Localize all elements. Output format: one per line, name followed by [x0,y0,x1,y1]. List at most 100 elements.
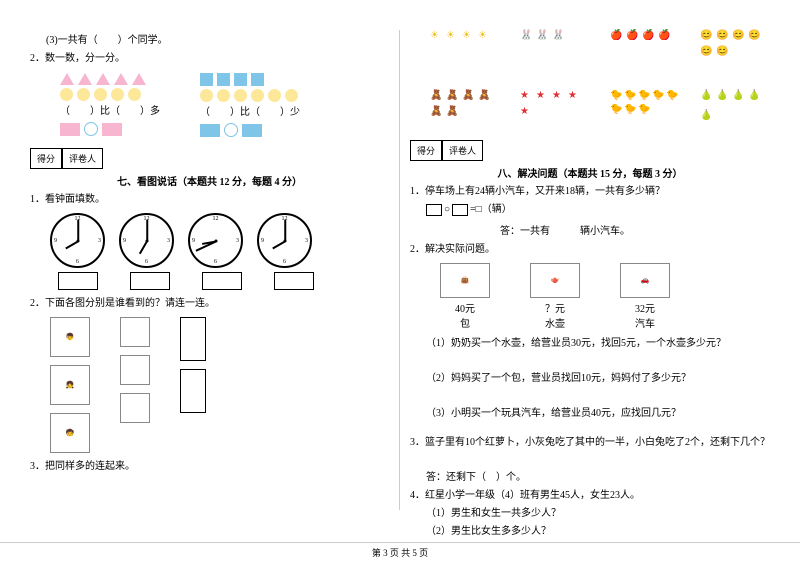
star-icon: ★ [520,90,534,104]
question-students: (3)一共有（ ）个同学。 [30,33,389,48]
sun-icon: ☀ [478,30,492,44]
fridges-column [180,317,206,453]
sec8-q2-3: （3）小明买一个玩具汽车，给营业员40元，应找回几元？ [410,406,770,421]
pear-icon: 🍐 [732,90,746,108]
circle-icon [77,88,90,101]
chick-icon: 🐤 [666,90,678,102]
sec7-q2: 2．下面各图分别是谁看到的？请连一连。 [30,296,389,311]
clocks-row: 12 3 6 9 12 3 6 9 12 3 6 9 [50,213,389,268]
shop-bag: 👜 40元 包 [440,263,490,330]
tick-6: 6 [214,259,217,265]
answer-box[interactable] [58,272,98,290]
chicks-cell: 🐤🐤🐤🐤 🐤🐤🐤🐤 [610,90,680,130]
square-icon [251,73,264,86]
car-icon: 🚗 [620,263,670,298]
triangle-icon [132,73,146,85]
bunny-icon: 🐰 [552,30,566,44]
clock-2: 12 3 6 9 [119,213,174,268]
pear-icon: 🍐 [700,110,714,128]
shop-car: 🚗 32元 汽车 [620,263,670,330]
circle-icon [268,89,281,102]
minute-hand [77,219,79,241]
sec8-q2: 2．解决实际问题。 [410,242,770,257]
chick-icon: 🐤 [624,90,636,102]
hour-hand [65,241,78,249]
sec8-q4-1: （1）男生和女生一共多少人？ [410,506,770,521]
smile-icon: 😊 [732,30,746,44]
tick-9: 9 [261,238,264,244]
smile-icon: 😊 [716,30,730,44]
car-label: 汽车 [620,315,670,330]
tick-3: 3 [98,238,101,244]
view-1-icon [120,317,150,347]
score-label: 得分 [410,140,442,161]
triangle-icon [60,73,74,85]
compare-less: （ ）比（ ）少 [200,105,300,120]
answer-box[interactable] [202,272,242,290]
circle-icon [217,89,230,102]
sec8-q3: 3．篮子里有10个红萝卜，小灰兔吃了其中的一半，小白兔吃了2个，还剩下几个？ [410,435,770,450]
view-2-icon [120,355,150,385]
section-7-title: 七、看图说话（本题共 12 分，每题 4 分） [30,173,389,188]
car-price: 32元 [620,300,670,315]
pink-rect-icon [102,123,122,136]
apple-icon: 🍎 [642,30,656,44]
apple-icon: 🍎 [658,30,672,44]
triangle-icon [114,73,128,85]
kettle-label: 水壶 [530,315,580,330]
bunnies-cell: 🐰🐰🐰 [520,30,590,70]
apple-icon: 🍎 [610,30,624,44]
section-8-title: 八、解决问题（本题共 15 分，每题 3 分） [410,165,770,180]
apple-icon: 🍎 [626,30,640,44]
sec8-q4: 4．红星小学一年级（4）班有男生45人，女生23人。 [410,488,770,503]
star-icon: ★ [536,90,550,104]
bag-label: 包 [440,315,490,330]
circle-icon [94,88,107,101]
pink-rect-icon [60,123,80,136]
square-icon [200,73,213,86]
eq-box[interactable] [426,204,442,216]
kid-2-icon: 👧 [50,365,90,405]
tick-6: 6 [283,259,286,265]
bunny-icon: 🐰 [536,30,550,44]
apples-cell: 🍎🍎 🍎🍎 [610,30,680,70]
chick-icon: 🐤 [652,90,664,102]
score-box-7: 得分 评卷人 [30,148,389,169]
tick-3: 3 [167,238,170,244]
stars-cell: ★★ ★★★ [520,90,590,130]
circle-icon [285,89,298,102]
circle-icon [234,89,247,102]
clock-answer-boxes [58,272,389,290]
eq-unit: =□（辆） [470,202,512,217]
bag-price: 40元 [440,300,490,315]
answer-box[interactable] [274,272,314,290]
pear-icon: 🍐 [748,90,762,108]
fridge-front-icon [180,317,206,361]
left-column: (3)一共有（ ）个同学。 2．数一数，分一分。 （ [20,30,400,510]
answer-box[interactable] [130,272,170,290]
star-icon: ★ [552,90,566,104]
pear-icon: 🍐 [700,90,714,108]
right-column: ☀☀ ☀☀ 🐰🐰🐰 🍎🍎 🍎🍎 😊😊😊 😊😊😊 🧸🧸🧸 🧸🧸🧸 ★★ [400,30,780,510]
score-box-8: 得分 评卷人 [410,140,770,161]
square-icon [234,73,247,86]
sun-icon: ☀ [446,30,460,44]
bear-icon: 🧸 [446,106,460,120]
eq-box[interactable] [452,204,468,216]
smile-icon: 😊 [716,46,730,60]
sec8-q1: 1．停车场上有24辆小汽车，又开来18辆，一共有多少辆？ [410,184,770,199]
sec7-q3: 3．把同样多的连起来。 [30,459,389,474]
equation-boxes: ○ =□（辆） [426,202,512,217]
tick-6: 6 [145,259,148,265]
sun-icon: ☀ [462,30,476,44]
icon-counting-grid: ☀☀ ☀☀ 🐰🐰🐰 🍎🍎 🍎🍎 😊😊😊 😊😊😊 🧸🧸🧸 🧸🧸🧸 ★★ [430,30,770,130]
blue-circle-outline-icon [224,123,238,137]
star-icon: ★ [520,106,534,120]
blue-circle-outline-icon [84,122,98,136]
grader-label: 评卷人 [442,140,483,161]
blue-rect-icon [242,124,262,137]
matching-area: 👦 👧 🧒 [50,317,389,453]
bag-icon: 👜 [440,263,490,298]
tick-9: 9 [192,238,195,244]
clock-4: 12 3 6 9 [257,213,312,268]
